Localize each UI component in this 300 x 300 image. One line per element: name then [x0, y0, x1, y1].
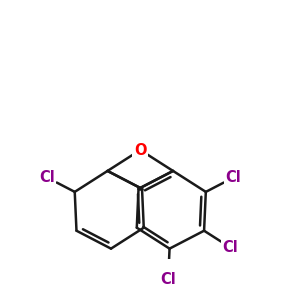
Text: Cl: Cl [39, 170, 55, 185]
Text: Cl: Cl [222, 240, 238, 255]
Text: O: O [134, 142, 146, 158]
Text: Cl: Cl [226, 170, 241, 185]
Text: Cl: Cl [160, 272, 176, 287]
